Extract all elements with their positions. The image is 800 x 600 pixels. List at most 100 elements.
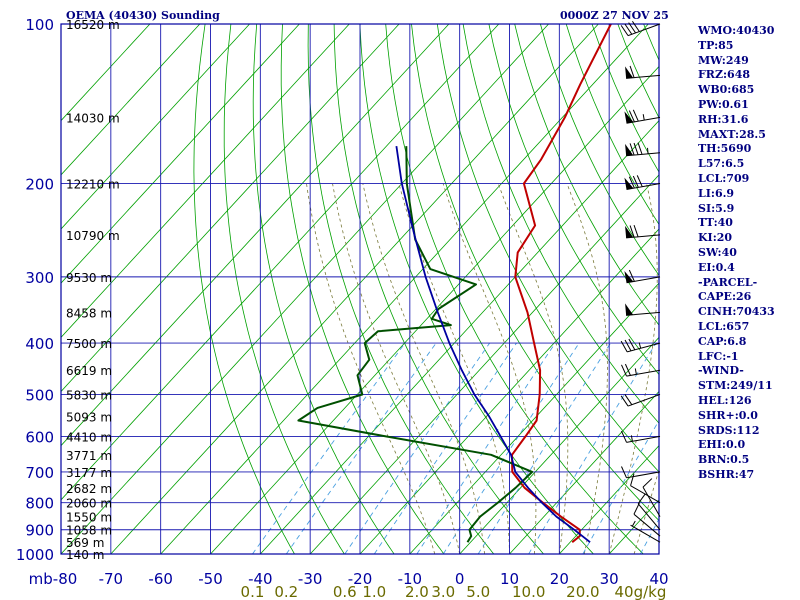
wind-barb <box>620 20 661 37</box>
dry-adiabat-line <box>333 24 545 554</box>
index-item: SW:40 <box>698 245 737 259</box>
index-item: EHI:0.0 <box>698 438 746 452</box>
pressure-tick-label: 800 <box>25 495 54 513</box>
dewpoint-line <box>297 146 534 543</box>
pressure-tick-label: 700 <box>25 464 54 482</box>
index-item: -PARCEL- <box>698 275 758 289</box>
isotherm-line <box>359 228 659 554</box>
index-item: BSHR:47 <box>698 467 755 481</box>
mixing-ratio-label: 3.0 <box>431 583 455 600</box>
isotherm-line <box>61 24 500 501</box>
dry-adiabat-line <box>280 24 445 554</box>
pressure-tick-label: 400 <box>25 335 54 353</box>
index-item: MAXT:28.5 <box>698 127 766 141</box>
wind-barb-staff <box>630 524 661 543</box>
height-label: 2060 m <box>66 497 112 511</box>
index-item: MW:249 <box>698 53 749 67</box>
dry-adiabat-line <box>223 24 345 554</box>
wind-barb-staff <box>637 503 661 531</box>
mixing-ratio-label: 0.2 <box>274 583 298 600</box>
wind-barb-halfflag <box>631 520 636 527</box>
wind-barb-flag <box>631 20 640 32</box>
wind-barb-flag <box>620 395 629 407</box>
height-label: 12210 m <box>66 178 120 192</box>
isotherm-line <box>559 445 659 554</box>
isotherm-line <box>61 24 350 338</box>
height-label: 5830 m <box>66 388 112 402</box>
index-item: FRZ:648 <box>698 68 751 82</box>
wind-barb-staff <box>626 234 661 239</box>
wind-barb <box>630 473 661 504</box>
height-label: 8458 m <box>66 306 112 320</box>
wind-barb <box>624 269 661 284</box>
pressure-tick-label: 100 <box>25 16 54 34</box>
wind-barb <box>625 224 661 239</box>
height-label: 7500 m <box>66 337 112 351</box>
index-item: KI:20 <box>698 231 733 245</box>
wind-barb-flag <box>633 224 639 237</box>
wind-barb <box>621 430 661 443</box>
mixing-ratio-label: 10.0 <box>512 583 545 600</box>
dry-adiabat-line <box>411 24 659 522</box>
dry-adiabat-line <box>488 24 659 376</box>
wind-barb-flag <box>628 22 636 34</box>
isotherm-line <box>61 24 250 230</box>
pressure-tick-label: 500 <box>25 386 54 404</box>
index-item: SI:5.9 <box>698 201 735 215</box>
height-label: 2682 m <box>66 482 112 496</box>
wind-barb-halfflag <box>642 114 645 121</box>
height-label: 1058 m <box>66 524 112 538</box>
wind-barb-flag <box>630 473 635 486</box>
dry-adiabat-line <box>514 24 659 326</box>
wind-barb-flag <box>629 143 635 156</box>
wind-barb-flag <box>637 142 643 155</box>
wind-barb-flag <box>642 478 653 488</box>
isotherm-line <box>509 390 659 554</box>
moist-adiabat-line <box>497 183 569 554</box>
wind-barb-pennant <box>625 143 634 156</box>
height-label: 3177 m <box>66 466 112 480</box>
dry-adiabat-line <box>307 24 495 554</box>
index-item: L57:6.5 <box>698 157 745 171</box>
temperature-tick-label: mb-80 <box>29 570 78 588</box>
temperature-tick-label: -10 <box>398 570 423 588</box>
wind-barb-flag <box>632 109 639 122</box>
index-item: HEL:126 <box>698 393 752 407</box>
temperature-line <box>511 24 612 543</box>
isotherm-line <box>459 336 659 554</box>
temperature-tick-label: 10 <box>500 570 519 588</box>
isotherm-line <box>409 282 659 554</box>
wind-barb-pennant <box>624 270 634 283</box>
wind-barb <box>621 363 661 377</box>
dry-adiabat-line <box>436 24 659 473</box>
isotherm-line <box>260 120 659 554</box>
height-label: 10790 m <box>66 229 120 243</box>
mixing-ratio-line <box>285 342 437 554</box>
wind-barb-pennant <box>624 177 634 190</box>
temperature-tick-label: -70 <box>99 570 124 588</box>
wind-barb-staff <box>626 369 661 377</box>
wind-barb-pennant <box>625 66 634 79</box>
wind-barb <box>625 303 661 316</box>
height-labels: 16520 m 14030 m 12210 m 10790 m 9530 m 8458 m… <box>66 18 120 562</box>
temperature-labels: mb-80 -70 -60 -50 -40 -30 -20 -10 0 10 20 30 40 <box>29 570 669 588</box>
temperature-tick-label: 0 <box>455 570 465 588</box>
chart-title: OEMA (40430) Sounding <box>66 9 220 22</box>
mixing-ratio-line <box>344 342 490 554</box>
index-item: TP:85 <box>698 38 734 52</box>
isotherm-line <box>110 24 599 554</box>
temperature-tick-label: -40 <box>248 570 273 588</box>
mixing-ratio-line <box>416 342 556 554</box>
series-lines <box>297 24 612 543</box>
height-label: 9530 m <box>66 271 112 285</box>
temperature-tick-label: -60 <box>148 570 173 588</box>
mixing-ratio-label: 2.0 <box>405 583 429 600</box>
isotherm-line <box>61 24 300 284</box>
temperature-tick-label: 20 <box>550 570 569 588</box>
height-label: 16520 m <box>66 18 120 32</box>
index-item: -WIND- <box>698 364 744 378</box>
wind-barb-flag <box>637 493 646 504</box>
temperature-tick-label: -20 <box>348 570 373 588</box>
wind-barb-staff <box>627 23 661 37</box>
temperature-tick-label: -30 <box>298 570 323 588</box>
